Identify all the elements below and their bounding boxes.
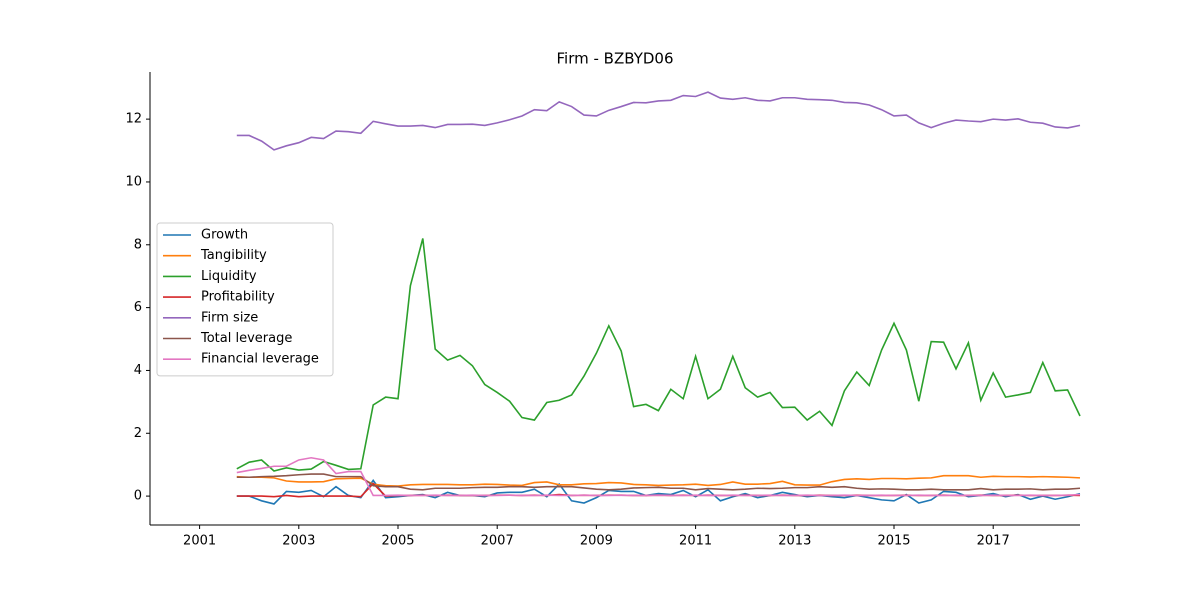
legend: Growth Tangibility Liquidity Profitability F… — [156, 222, 334, 377]
y-tick-label: 6 — [134, 300, 142, 315]
y-tick-label: 8 — [134, 237, 142, 252]
legend-label: Liquidity — [201, 269, 257, 284]
y-tick-label: 10 — [125, 174, 142, 189]
legend-box — [156, 222, 334, 377]
x-tick-label: 2007 — [481, 534, 514, 549]
y-tick-label: 0 — [134, 489, 142, 504]
series-line — [236, 91, 1081, 151]
x-tick-label: 2005 — [381, 534, 414, 549]
series-line — [236, 238, 1081, 472]
chart-title: Firm - BZBYD06 — [556, 50, 673, 68]
series-line — [236, 456, 1081, 497]
x-tick-label: 2003 — [282, 534, 315, 549]
y-tick-label: 2 — [134, 426, 142, 441]
y-tick-label: 12 — [125, 112, 142, 127]
legend-label: Profitability — [201, 290, 275, 305]
x-tick-label: 2009 — [580, 534, 613, 549]
x-tick-label: 2015 — [877, 534, 910, 549]
x-tick-label: 2011 — [679, 534, 712, 549]
x-tick-label: 2001 — [183, 534, 216, 549]
legend-label: Firm size — [201, 310, 258, 325]
legend-label: Tangibility — [200, 248, 267, 263]
series-line — [236, 473, 1081, 491]
series-line — [236, 479, 1081, 505]
x-tick-label: 2017 — [977, 534, 1010, 549]
legend-label: Total leverage — [200, 331, 292, 346]
series-line — [236, 474, 1081, 487]
y-tick-label: 4 — [134, 363, 142, 378]
legend-label: Financial leverage — [201, 352, 319, 367]
x-tick-label: 2013 — [778, 534, 811, 549]
legend-label: Growth — [201, 228, 248, 243]
